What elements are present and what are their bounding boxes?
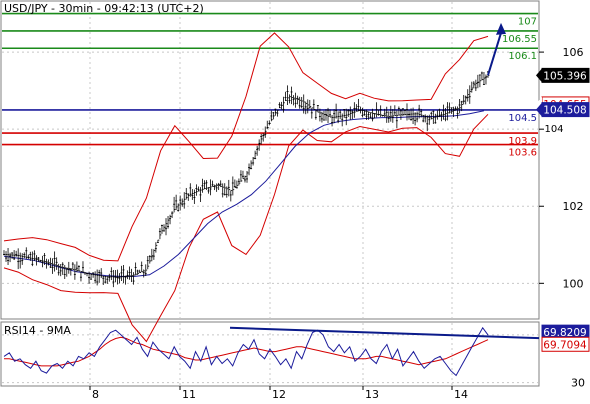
level-label: 106.55 [502,34,537,45]
rsi-trendline [229,326,540,340]
level-label: 106.1 [508,51,537,62]
arrow-shaft [487,32,502,76]
level-label: 104.5 [508,113,537,124]
x-tick-label: 13 [365,388,379,400]
y-tick-label: 100 [563,277,584,290]
x-tick-label: 8 [92,388,99,400]
level-label: 103.6 [508,148,537,159]
rsi-line [3,326,489,377]
y-tick-label: 102 [563,200,584,213]
time-axis: 8 11 12 13 14 [89,386,468,401]
target-arrow [487,22,506,76]
y-tick-label: 104 [544,124,563,135]
rsi-lines [3,326,540,377]
price-tag-label: 104.508 [543,105,586,117]
rsi-tick-label: 30 [571,377,585,390]
bollinger-upper [3,32,489,262]
ma-line [3,110,485,277]
y-tick-label: 106 [563,46,584,59]
rsi-tag-bg [541,336,590,352]
chart-title: USD/JPY - 30min - 09:42:13 (UTC+2) [4,2,204,15]
rsi-tag-label: 69.8209 [543,327,586,339]
x-tick-label: 12 [272,388,286,400]
price-tag-label: 105.396 [543,70,587,82]
bollinger-lower [3,113,489,343]
x-tick-label: 14 [454,388,468,400]
bollinger-bands [3,32,489,343]
price-tag-pointer [536,68,542,83]
level-label: 103.9 [508,136,537,147]
arrow-head [496,22,506,35]
main-grid [2,2,538,318]
rsi-title: RSI14 - 9MA [4,324,71,337]
moving-average [3,110,485,277]
candlesticks [3,71,490,288]
price-tag-pointer [536,102,542,117]
x-tick-label: 11 [182,388,196,400]
level-label: 107 [518,17,537,28]
rsi-tag-label: 69.7094 [543,339,587,351]
